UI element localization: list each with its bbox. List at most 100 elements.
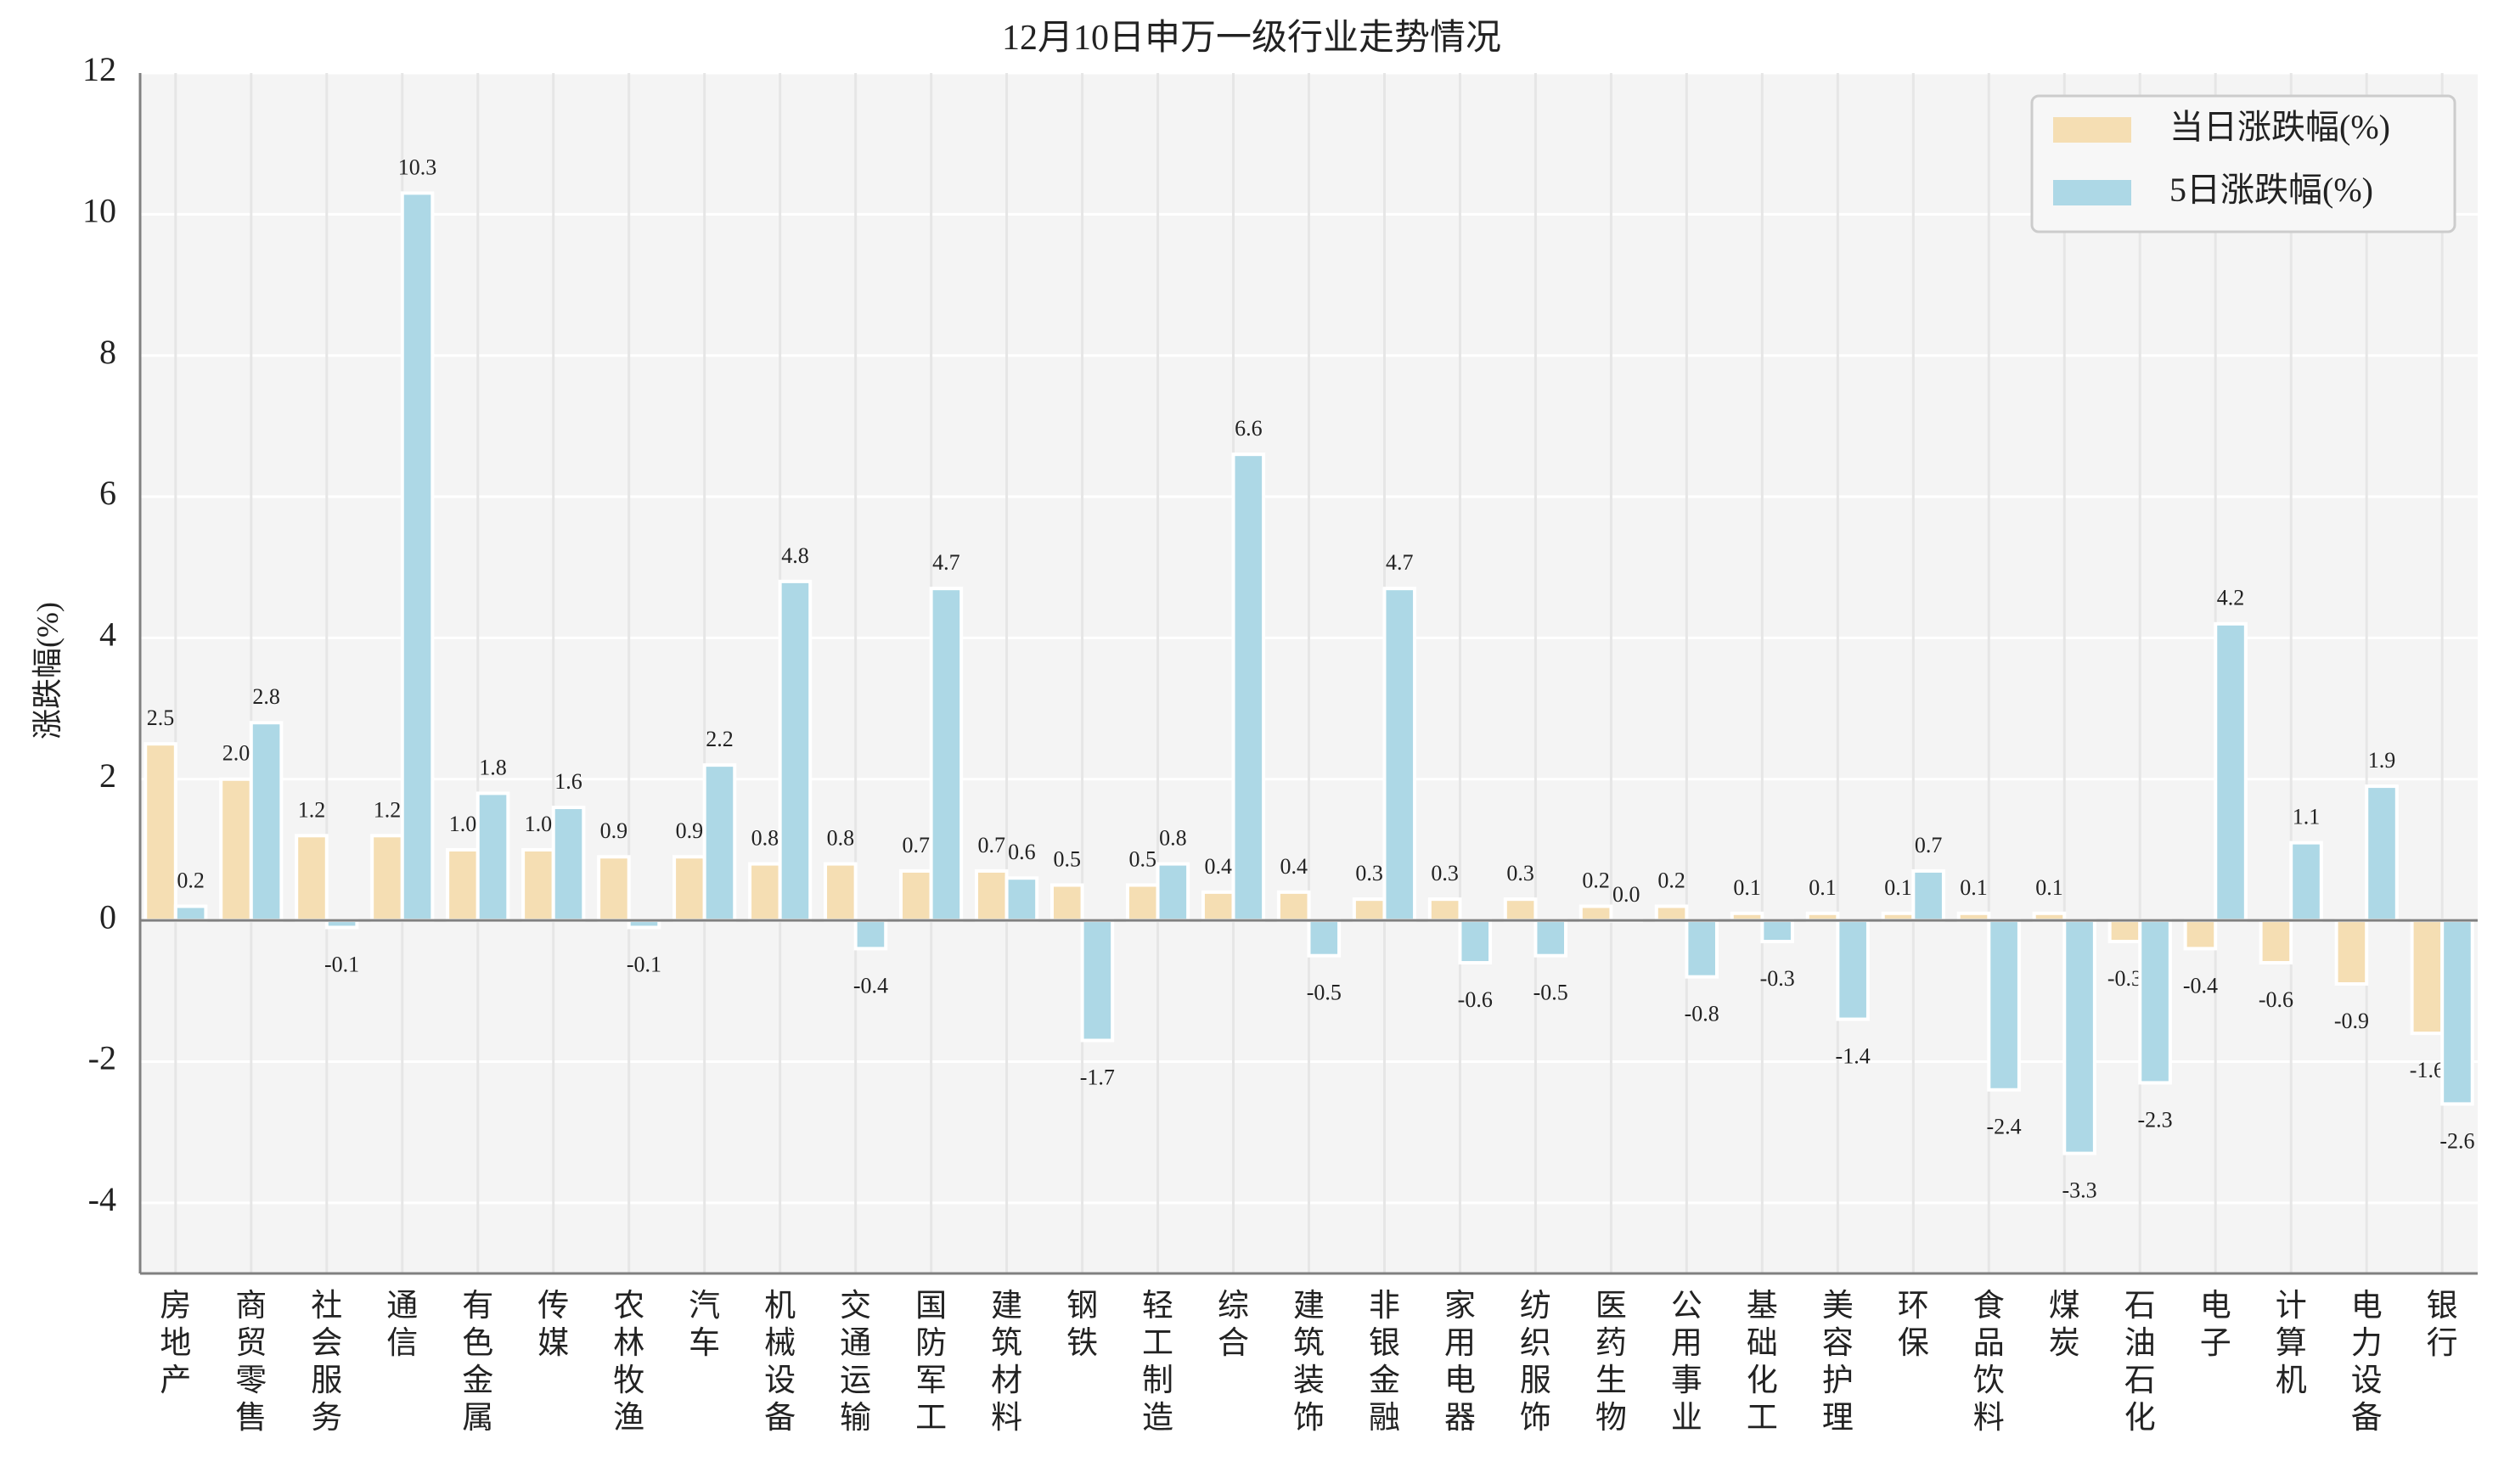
data-label: 1.2 bbox=[298, 797, 326, 822]
bar-5day bbox=[249, 721, 284, 923]
data-label: 0.9 bbox=[676, 818, 704, 843]
x-tick-label: 纺织服饰 bbox=[1520, 1289, 1551, 1436]
data-label: 0.2 bbox=[1657, 868, 1685, 892]
x-tick-label: 电子 bbox=[2200, 1289, 2231, 1361]
data-label: 1.8 bbox=[479, 755, 507, 779]
bar-5day bbox=[1231, 453, 1266, 923]
data-label: 1.0 bbox=[449, 812, 477, 836]
x-tick-label: 石油石化 bbox=[2124, 1289, 2156, 1436]
bar-5day bbox=[2365, 784, 2399, 923]
bar-day bbox=[824, 862, 858, 923]
bar-day bbox=[2334, 919, 2369, 986]
bar-day bbox=[219, 777, 253, 923]
data-label: -0.1 bbox=[627, 952, 661, 976]
x-tick-label: 电力设备 bbox=[2351, 1289, 2383, 1436]
data-label: 0.8 bbox=[827, 826, 855, 851]
data-label: 0.4 bbox=[1204, 854, 1232, 879]
x-tick-label: 建筑材料 bbox=[991, 1288, 1022, 1436]
y-tick-label: 10 bbox=[82, 192, 116, 230]
bar-5day bbox=[1004, 876, 1039, 923]
x-tick-label: 公用事业 bbox=[1671, 1289, 1702, 1436]
x-tick-label: 传媒 bbox=[537, 1289, 569, 1361]
data-label: -0.8 bbox=[1685, 1002, 1719, 1026]
bar-day bbox=[2183, 919, 2218, 951]
bar-5day bbox=[702, 763, 737, 923]
data-label: 1.2 bbox=[374, 797, 402, 822]
legend-swatch bbox=[2053, 180, 2131, 205]
y-tick-label: 4 bbox=[99, 616, 116, 654]
bar-day bbox=[1125, 883, 1160, 923]
chart-title: 12月10日申万一级行业走势情况 bbox=[1002, 19, 1501, 58]
data-label: 4.7 bbox=[932, 550, 960, 575]
bar-5day bbox=[1836, 919, 1870, 1021]
bar-day bbox=[143, 742, 177, 923]
y-tick-label: 6 bbox=[99, 474, 116, 512]
data-label: 0.5 bbox=[1128, 846, 1156, 871]
data-label: -1.7 bbox=[1080, 1065, 1115, 1089]
x-tick-label: 食品饮料 bbox=[1973, 1288, 2005, 1436]
data-label: 6.6 bbox=[1235, 416, 1263, 441]
x-tick-label: 基础化工 bbox=[1747, 1289, 1778, 1436]
bar-5day bbox=[2138, 919, 2172, 1085]
bar-day bbox=[1276, 890, 1311, 923]
data-label: 0.0 bbox=[1612, 882, 1640, 907]
legend-label: 当日涨跌幅(%) bbox=[2169, 108, 2390, 146]
data-label: -2.6 bbox=[2439, 1128, 2474, 1153]
x-tick-label: 汽车 bbox=[689, 1289, 720, 1361]
x-tick-label: 建筑装饰 bbox=[1293, 1288, 1325, 1436]
data-label: -0.5 bbox=[1307, 981, 1342, 1005]
x-tick-label: 农林牧渔 bbox=[613, 1289, 644, 1436]
data-label: 0.2 bbox=[1582, 868, 1610, 892]
x-tick-label: 机械设备 bbox=[764, 1289, 796, 1436]
bar-day bbox=[672, 855, 706, 923]
data-label: -1.4 bbox=[1836, 1044, 1871, 1069]
x-tick-label: 商贸零售 bbox=[235, 1288, 267, 1436]
data-label: 0.1 bbox=[1733, 875, 1761, 900]
x-tick-label: 有色金属 bbox=[462, 1289, 493, 1436]
y-tick-label: 0 bbox=[99, 897, 116, 936]
bar-5day bbox=[551, 806, 586, 923]
bar-5day bbox=[2214, 621, 2248, 923]
x-tick-label: 社会服务 bbox=[311, 1288, 342, 1436]
data-label: 2.8 bbox=[252, 684, 280, 709]
data-label: 4.2 bbox=[2217, 586, 2245, 610]
data-label: 1.9 bbox=[2368, 748, 2396, 773]
data-label: 0.1 bbox=[2035, 875, 2063, 900]
data-label: -0.4 bbox=[853, 973, 888, 998]
data-label: 0.9 bbox=[600, 818, 628, 843]
data-label: -0.5 bbox=[1533, 981, 1568, 1005]
data-label: 1.6 bbox=[554, 769, 582, 794]
bar-day bbox=[1427, 897, 1462, 923]
data-label: -0.6 bbox=[1458, 987, 1493, 1012]
bar-5day bbox=[173, 904, 208, 923]
y-tick-label: 12 bbox=[82, 50, 116, 88]
bar-day bbox=[974, 868, 1009, 923]
bar-5day bbox=[2289, 840, 2323, 923]
bar-5day bbox=[2440, 919, 2474, 1106]
data-label: 2.5 bbox=[147, 705, 175, 730]
data-label: -3.3 bbox=[2062, 1178, 2096, 1203]
bar-day bbox=[446, 847, 480, 923]
data-label: 0.7 bbox=[978, 833, 1006, 857]
bar-day bbox=[899, 868, 933, 923]
bar-5day bbox=[1685, 919, 1719, 979]
bar-5day bbox=[1458, 919, 1493, 965]
bar-5day bbox=[1987, 919, 2021, 1092]
bar-day bbox=[295, 834, 329, 923]
data-label: 0.2 bbox=[177, 868, 205, 892]
data-label: -2.3 bbox=[2137, 1107, 2172, 1132]
data-label: 0.1 bbox=[1960, 875, 1988, 900]
data-label: -0.3 bbox=[2107, 966, 2142, 991]
data-label: 0.3 bbox=[1431, 861, 1459, 885]
data-label: -1.6 bbox=[2410, 1058, 2445, 1082]
data-label: 0.4 bbox=[1280, 854, 1308, 879]
bar-5day bbox=[1307, 919, 1342, 958]
data-label: 10.3 bbox=[398, 155, 437, 179]
bar-day bbox=[748, 862, 782, 923]
data-label: -0.9 bbox=[2334, 1009, 2369, 1033]
data-label: 0.3 bbox=[1355, 861, 1383, 885]
x-tick-label: 国防军工 bbox=[915, 1289, 947, 1436]
x-tick-label: 房地产 bbox=[160, 1289, 191, 1398]
bar-day bbox=[1654, 904, 1689, 923]
